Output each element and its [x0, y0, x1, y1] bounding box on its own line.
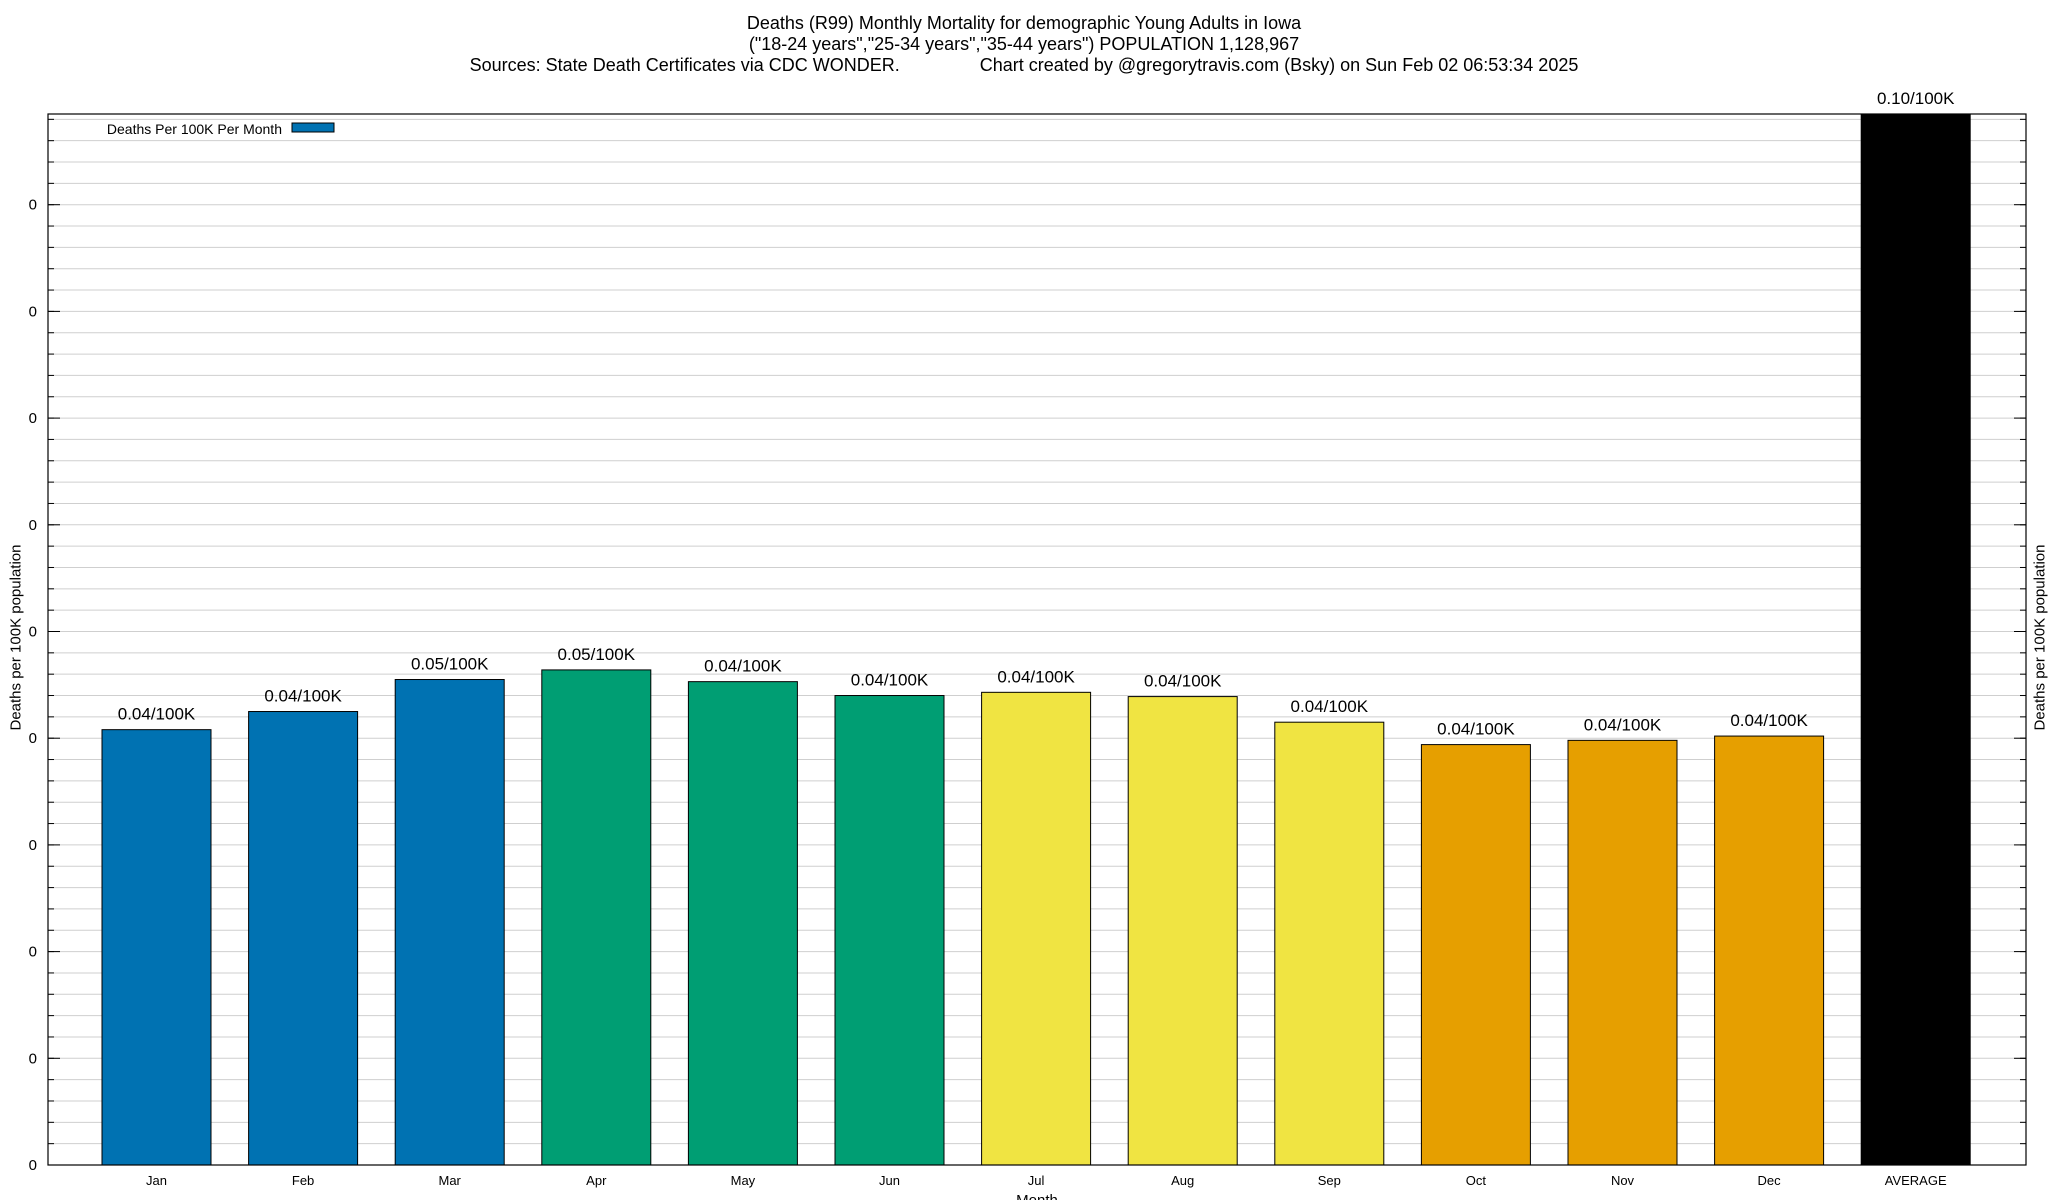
axis-ticks: [48, 118, 2026, 1166]
x-tick-label: AVERAGE: [1885, 1173, 1947, 1188]
x-tick-label: Feb: [292, 1173, 314, 1188]
x-tick-label: Jan: [146, 1173, 167, 1188]
bar-jun: [834, 695, 945, 1166]
chart-title-line-1: Deaths (R99) Monthly Mortality for demog…: [746, 13, 1302, 33]
y-tick-label: 0: [29, 944, 37, 961]
bar-aug: [1127, 696, 1238, 1166]
bar-jan: [101, 729, 212, 1166]
y-tick-label: 0: [29, 410, 37, 427]
x-tick-label: Jul: [1028, 1173, 1045, 1188]
x-tick-label: Sep: [1318, 1173, 1341, 1188]
data-label-nov: 0.04/100K: [1584, 715, 1662, 734]
legend: Deaths Per 100K Per Month: [107, 121, 335, 137]
bar-feb: [248, 711, 359, 1166]
y-tick-label: 0: [29, 730, 37, 747]
data-label-mar: 0.05/100K: [411, 655, 489, 674]
bars: [101, 113, 1971, 1166]
bar-dec: [1714, 735, 1825, 1166]
bar-nov: [1567, 739, 1678, 1166]
y-tick-label: 0: [29, 837, 37, 854]
data-label-average: 0.10/100K: [1877, 89, 1955, 108]
bar-jul: [981, 691, 1092, 1166]
data-label-feb: 0.04/100K: [264, 687, 342, 706]
y-axis-label-right: Deaths per 100K population: [2031, 544, 2048, 731]
legend-swatch: [291, 122, 335, 133]
y-axis-label-left: Deaths per 100K population: [7, 544, 25, 731]
data-label-may: 0.04/100K: [704, 657, 782, 676]
data-label-apr: 0.05/100K: [558, 645, 636, 664]
y-tick-label: 0: [29, 517, 37, 534]
y-tick-label: 0: [29, 303, 37, 320]
x-tick-label: Oct: [1466, 1173, 1487, 1188]
chart-title-line-3: Sources: State Death Certificates via CD…: [469, 55, 1579, 75]
data-label-sep: 0.04/100K: [1291, 697, 1369, 716]
plot-frame: [47, 113, 2027, 1166]
chart-title-line-2: ("18-24 years","25-34 years","35-44 year…: [748, 34, 1300, 54]
bar-may: [687, 681, 798, 1166]
x-tick-label: Dec: [1758, 1173, 1782, 1188]
data-label-dec: 0.04/100K: [1730, 711, 1808, 730]
bar-mar: [394, 679, 505, 1166]
data-label-oct: 0.04/100K: [1437, 720, 1515, 739]
bar-oct: [1420, 744, 1531, 1166]
x-tick-label: Nov: [1611, 1173, 1635, 1188]
x-tick-label: Apr: [586, 1173, 607, 1188]
data-label-jul: 0.04/100K: [997, 667, 1075, 686]
bar-apr: [541, 669, 652, 1166]
y-tick-label: 0: [29, 623, 37, 640]
y-tick-label: 0: [29, 197, 37, 214]
data-label-jun: 0.04/100K: [851, 671, 929, 690]
data-label-aug: 0.04/100K: [1144, 672, 1222, 691]
tick-labels: 0 0 0 0 0 0 0 0 0 0 0.04/100K Jan 0.04/100K Feb 0.05/1…: [29, 89, 1955, 1188]
x-tick-label: May: [731, 1173, 756, 1188]
y-tick-label: 0: [29, 1050, 37, 1067]
data-label-jan: 0.04/100K: [118, 705, 196, 724]
bar-average: [1860, 113, 1971, 1166]
x-tick-label: Aug: [1171, 1173, 1194, 1188]
legend-label: Deaths Per 100K Per Month: [107, 121, 282, 137]
x-tick-label: Jun: [879, 1173, 900, 1188]
bar-sep: [1274, 721, 1385, 1166]
x-tick-label: Mar: [439, 1173, 462, 1188]
y-tick-label: 0: [29, 1157, 37, 1174]
x-axis-label: Month: [1016, 1192, 1058, 1200]
